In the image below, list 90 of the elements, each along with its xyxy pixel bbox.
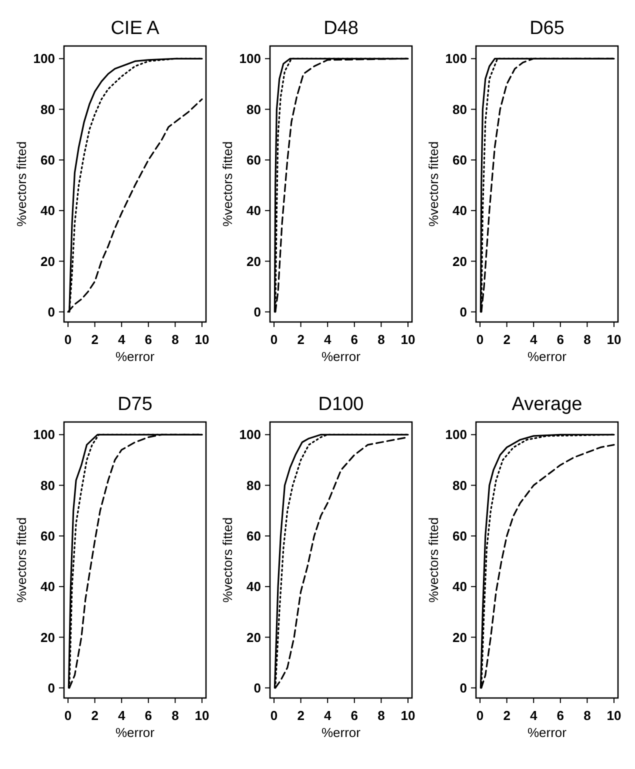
x-tick-label: 8 xyxy=(172,708,179,723)
y-tick-label: 60 xyxy=(452,152,467,168)
x-axis-title: %error xyxy=(527,349,568,364)
x-axis-title: %error xyxy=(115,349,156,364)
chart-title: CIE A xyxy=(110,18,160,39)
x-tick-label: 0 xyxy=(270,332,278,347)
x-tick-label: 2 xyxy=(91,708,98,723)
y-tick-label: 40 xyxy=(246,579,261,594)
x-tick-label: 10 xyxy=(400,332,416,347)
x-tick-label: 10 xyxy=(606,332,622,347)
y-tick-label: 80 xyxy=(452,478,467,493)
y-tick-label: 60 xyxy=(452,528,467,544)
y-tick-label: 0 xyxy=(48,680,55,696)
x-axis-title: %error xyxy=(115,725,156,740)
y-tick-label: 60 xyxy=(246,152,261,168)
y-tick-label: 80 xyxy=(246,478,261,493)
y-axis-title: %vectors fitted xyxy=(426,141,441,227)
x-tick-label: 10 xyxy=(194,332,210,347)
x-tick-label: 10 xyxy=(400,708,416,723)
x-tick-label: 0 xyxy=(64,332,72,347)
y-tick-label: 80 xyxy=(452,102,467,117)
y-tick-label: 40 xyxy=(452,203,467,218)
x-tick-label: 6 xyxy=(556,708,564,723)
chart-title: D48 xyxy=(324,18,358,39)
x-tick-label: 4 xyxy=(324,332,332,347)
y-tick-label: 80 xyxy=(40,478,55,493)
x-axis-title: %error xyxy=(527,725,568,740)
y-tick-label: 0 xyxy=(254,680,261,696)
y-tick-label: 100 xyxy=(445,427,467,442)
chart-title: D65 xyxy=(530,18,564,39)
y-tick-label: 60 xyxy=(246,528,261,544)
y-tick-label: 100 xyxy=(239,427,261,442)
x-tick-label: 4 xyxy=(530,708,538,723)
x-axis-title: %error xyxy=(321,725,362,740)
y-axis-title: %vectors fitted xyxy=(426,517,441,603)
y-tick-label: 40 xyxy=(40,579,55,594)
y-tick-label: 20 xyxy=(452,254,467,269)
y-tick-label: 100 xyxy=(33,51,55,66)
x-tick-label: 4 xyxy=(324,708,332,723)
y-axis-title: %vectors fitted xyxy=(14,517,29,603)
y-tick-label: 80 xyxy=(40,102,55,117)
x-tick-label: 10 xyxy=(194,708,210,723)
y-tick-label: 0 xyxy=(254,304,261,320)
y-tick-label: 80 xyxy=(246,102,261,117)
y-tick-label: 40 xyxy=(40,203,55,218)
y-tick-label: 0 xyxy=(460,680,467,696)
x-axis-title: %error xyxy=(321,349,362,364)
x-tick-label: 0 xyxy=(476,708,484,723)
y-tick-label: 20 xyxy=(452,630,467,645)
x-tick-label: 6 xyxy=(144,708,152,723)
x-tick-label: 8 xyxy=(172,332,179,347)
y-axis-title: %vectors fitted xyxy=(14,141,29,227)
y-tick-label: 40 xyxy=(246,203,261,218)
x-tick-label: 8 xyxy=(378,708,385,723)
y-tick-label: 20 xyxy=(40,254,55,269)
x-tick-label: 4 xyxy=(118,708,126,723)
y-tick-label: 60 xyxy=(40,152,55,168)
y-tick-label: 0 xyxy=(48,304,55,320)
chart-title: D100 xyxy=(318,394,364,415)
y-axis-title: %vectors fitted xyxy=(220,517,235,603)
x-tick-label: 6 xyxy=(144,332,152,347)
x-tick-label: 2 xyxy=(503,332,510,347)
x-tick-label: 2 xyxy=(297,708,304,723)
y-tick-label: 40 xyxy=(452,579,467,594)
x-tick-label: 0 xyxy=(64,708,72,723)
x-tick-label: 4 xyxy=(118,332,126,347)
chart-title: Average xyxy=(512,394,582,415)
x-tick-label: 2 xyxy=(297,332,304,347)
x-tick-label: 0 xyxy=(270,708,278,723)
y-tick-label: 100 xyxy=(445,51,467,66)
y-tick-label: 100 xyxy=(239,51,261,66)
y-tick-label: 20 xyxy=(246,254,261,269)
x-tick-label: 4 xyxy=(530,332,538,347)
y-tick-label: 20 xyxy=(246,630,261,645)
y-axis-title: %vectors fitted xyxy=(220,141,235,227)
x-tick-label: 8 xyxy=(378,332,385,347)
x-tick-label: 8 xyxy=(584,332,591,347)
x-tick-label: 6 xyxy=(556,332,564,347)
x-tick-label: 6 xyxy=(350,332,358,347)
x-tick-label: 10 xyxy=(606,708,622,723)
y-tick-label: 100 xyxy=(33,427,55,442)
y-tick-label: 0 xyxy=(460,304,467,320)
chart-title: D75 xyxy=(118,394,152,415)
y-tick-label: 60 xyxy=(40,528,55,544)
x-tick-label: 0 xyxy=(476,332,484,347)
x-tick-label: 8 xyxy=(584,708,591,723)
x-tick-label: 2 xyxy=(503,708,510,723)
x-tick-label: 6 xyxy=(350,708,358,723)
y-tick-label: 20 xyxy=(40,630,55,645)
x-tick-label: 2 xyxy=(91,332,98,347)
